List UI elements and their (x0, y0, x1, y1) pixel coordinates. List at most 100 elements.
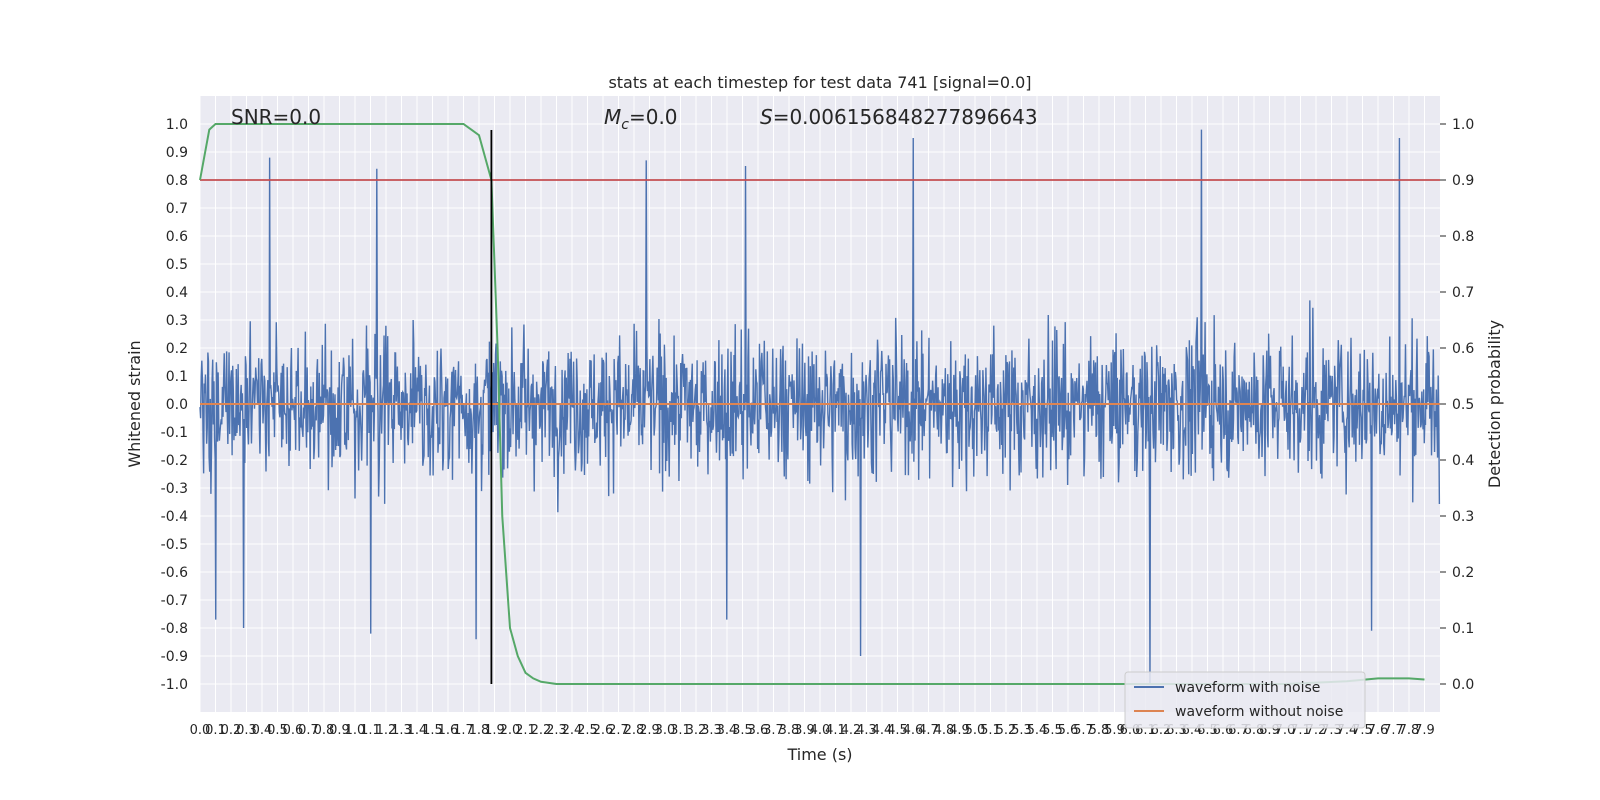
x-tick-label: 5.0 (965, 723, 986, 738)
y2-tick-label: 0.1 (1452, 621, 1474, 637)
legend-box (1124, 671, 1366, 729)
x-tick-label: 1.8 (469, 723, 490, 738)
x-tick-label: 0.5 (267, 723, 288, 738)
x-tick-label: 1.9 (484, 723, 505, 738)
waveform-with-noise-line (199, 129, 1441, 685)
x-tick-label: 2.3 (546, 723, 567, 738)
x-tick-label: 5.7 (1073, 723, 1094, 738)
x-tick-label: 0.2 (221, 723, 242, 738)
x-tick-label: 5.4 (1027, 723, 1048, 738)
x-tick-label: 5.5 (1042, 723, 1063, 738)
y-tick-label: 0.0 (166, 397, 188, 413)
x-tick-label: 0.4 (252, 723, 273, 738)
y2-tick-label: 0.7 (1452, 285, 1474, 301)
x-tick-label: 3.0 (655, 723, 676, 738)
x-tick-label: 2.7 (608, 723, 629, 738)
y-tick-label: -0.5 (161, 537, 188, 553)
x-tick-label: 7.7 (1383, 723, 1404, 738)
chart-title: stats at each timestep for test data 741… (608, 73, 1031, 92)
x-tick-label: 2.2 (531, 723, 552, 738)
x-tick-label: 0.3 (236, 723, 257, 738)
x-tick-label: 3.1 (670, 723, 691, 738)
y-tick-label: 0.7 (166, 201, 188, 217)
y-tick-label: -0.8 (161, 621, 188, 637)
x-tick-label: 2.8 (624, 723, 645, 738)
y-tick-label: -0.9 (161, 649, 188, 665)
x-tick-label: 1.5 (422, 723, 443, 738)
y2-tick-label: 0.3 (1452, 509, 1474, 525)
y-tick-label: -0.7 (161, 593, 188, 609)
x-tick-label: 4.7 (918, 723, 939, 738)
y2-tick-label: 0.5 (1452, 397, 1474, 413)
y-tick-label: 0.1 (166, 369, 188, 385)
x-tick-label: 2.5 (577, 723, 598, 738)
x-tick-label: 0.0 (190, 723, 211, 738)
x-tick-label: 1.3 (391, 723, 412, 738)
x-tick-label: 3.8 (779, 723, 800, 738)
x-tick-label: 5.8 (1089, 723, 1110, 738)
x-tick-label: 4.5 (887, 723, 908, 738)
y-tick-label: -0.6 (161, 565, 188, 581)
y-tick-label: 0.4 (166, 285, 188, 301)
x-tick-label: 5.9 (1104, 723, 1125, 738)
mc-symbol: M (604, 105, 621, 129)
y-tick-label: -0.2 (161, 453, 188, 469)
x-tick-label: 0.8 (314, 723, 335, 738)
x-tick-label: 3.2 (686, 723, 707, 738)
x-tick-label: 0.9 (329, 723, 350, 738)
x-tick-label: 4.2 (841, 723, 862, 738)
snr-annotation: SNR=0.0 (231, 105, 321, 129)
x-tick-label: 4.8 (934, 723, 955, 738)
x-tick-label: 0.6 (283, 723, 304, 738)
x-tick-label: 0.1 (205, 723, 226, 738)
x-tick-label: 4.9 (949, 723, 970, 738)
mc-value: =0.0 (629, 105, 678, 129)
y2-axis-label: Detection probability (1485, 320, 1504, 488)
x-tick-label: 3.4 (717, 723, 738, 738)
x-tick-label: 7.8 (1399, 723, 1420, 738)
s-value: =0.006156848277896643 (773, 105, 1038, 129)
y2-tick-label: 1.0 (1452, 117, 1474, 133)
y-axis-right: 1.0 0.9 0.8 0.7 0.6 0.5 0.4 0.3 0.2 0.1 0.0 (1440, 117, 1474, 693)
x-tick-label: 7.6 (1368, 723, 1389, 738)
s-annotation: S=0.006156848277896643 (760, 105, 1038, 129)
y-axis-label: Whitened strain (125, 340, 144, 467)
y-tick-label: -0.1 (161, 425, 188, 441)
x-tick-label: 1.7 (453, 723, 474, 738)
x-tick-label: 2.1 (515, 723, 536, 738)
x-tick-label: 2.4 (562, 723, 583, 738)
x-tick-label: 2.6 (593, 723, 614, 738)
y-tick-label: -0.3 (161, 481, 188, 497)
x-tick-label: 1.1 (360, 723, 381, 738)
x-tick-label: 5.2 (996, 723, 1017, 738)
x-tick-label: 2.9 (639, 723, 660, 738)
y-tick-label: -1.0 (161, 677, 188, 693)
legend-label-clean: waveform without noise (1175, 704, 1343, 720)
x-tick-label: 4.1 (825, 723, 846, 738)
x-tick-label: 4.6 (903, 723, 924, 738)
x-tick-label: 4.0 (810, 723, 831, 738)
overlay-lines (199, 123, 1440, 685)
s-symbol: S (760, 105, 773, 129)
x-tick-label: 3.7 (763, 723, 784, 738)
y-tick-label: -0.4 (161, 509, 188, 525)
y2-tick-label: 0.4 (1452, 453, 1474, 469)
x-tick-label: 3.6 (748, 723, 769, 738)
mc-subscript: c (621, 117, 629, 133)
x-tick-label: 1.4 (407, 723, 428, 738)
y-tick-label: 0.2 (166, 341, 188, 357)
y-tick-label: 0.6 (166, 229, 188, 245)
x-tick-label: 5.6 (1058, 723, 1079, 738)
x-tick-label: 3.3 (701, 723, 722, 738)
y2-tick-label: 0.8 (1452, 229, 1474, 245)
legend-label-noisy: waveform with noise (1175, 680, 1320, 696)
y-tick-label: 0.5 (166, 257, 188, 273)
x-tick-label: 0.7 (298, 723, 319, 738)
mc-annotation: Mc=0.0 (604, 105, 678, 133)
y-tick-label: 0.3 (166, 313, 188, 329)
x-tick-label: 4.3 (856, 723, 877, 738)
x-tick-label: 2.0 (500, 723, 521, 738)
x-tick-label: 1.0 (345, 723, 366, 738)
y2-tick-label: 0.6 (1452, 341, 1474, 357)
